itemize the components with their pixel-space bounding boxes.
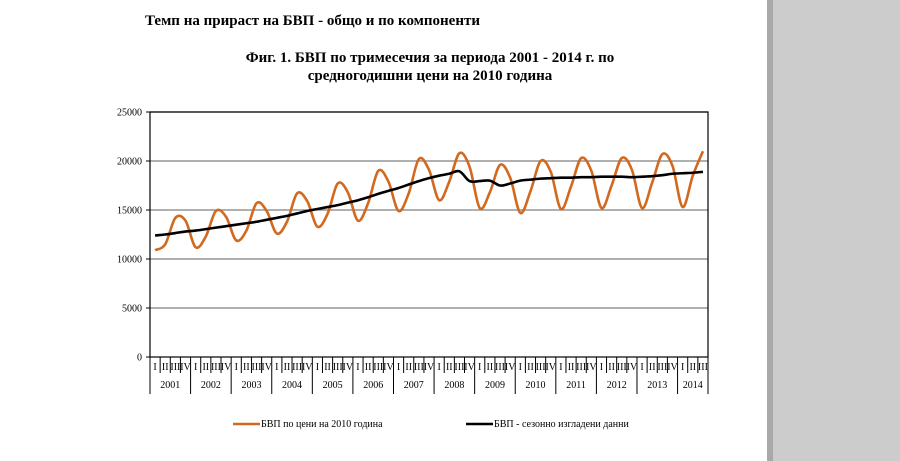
y-tick-label: 20000 <box>117 157 142 168</box>
figure-title-line2: средногодишни цени на 2010 година <box>307 68 553 84</box>
y-tick-label: 0 <box>137 353 142 364</box>
quarter-label: IV <box>545 362 556 373</box>
quarter-label: IV <box>180 362 191 373</box>
year-label: 2002 <box>201 380 221 391</box>
year-label: 2011 <box>566 380 586 391</box>
quarter-label: II <box>324 362 331 373</box>
quarter-label: IV <box>464 362 475 373</box>
quarter-label: I <box>640 362 643 373</box>
gdp-series-line <box>154 150 705 252</box>
figure-title: Фиг. 1. БВП по тримесечия за периода 200… <box>150 49 710 85</box>
quarter-label: III <box>454 362 464 373</box>
year-label: 2006 <box>363 380 383 391</box>
quarter-label: II <box>689 362 696 373</box>
year-label: 2007 <box>404 380 424 391</box>
chart-gridlines <box>149 111 709 358</box>
quarter-label: I <box>397 362 400 373</box>
quarter-label: I <box>316 362 319 373</box>
quarter-label: II <box>405 362 412 373</box>
year-label: 2005 <box>323 380 343 391</box>
quarter-label: II <box>487 362 494 373</box>
quarter-label: II <box>202 362 209 373</box>
legend-label: БВП - сезонно изгладени данни <box>494 419 629 430</box>
quarter-label: III <box>414 362 424 373</box>
quarter-label: II <box>243 362 250 373</box>
quarter-label: III <box>576 362 586 373</box>
quarter-label: III <box>373 362 383 373</box>
quarter-label: II <box>284 362 291 373</box>
quarter-label: I <box>235 362 238 373</box>
quarter-label: III <box>333 362 343 373</box>
quarter-label: I <box>153 362 156 373</box>
y-tick-label: 5000 <box>122 304 142 315</box>
quarter-label: III <box>170 362 180 373</box>
y-tick-label: 15000 <box>117 206 142 217</box>
quarter-label: III <box>657 362 667 373</box>
year-label: 2004 <box>282 380 302 391</box>
quarter-label: I <box>194 362 197 373</box>
quarter-label: III <box>536 362 546 373</box>
quarter-label: II <box>162 362 169 373</box>
section-title: Темп на прираст на БВП - общо и по компо… <box>145 13 480 29</box>
quarter-label: I <box>559 362 562 373</box>
quarter-label: II <box>568 362 575 373</box>
quarter-label: I <box>681 362 684 373</box>
year-label: 2012 <box>607 380 627 391</box>
quarter-label: III <box>495 362 505 373</box>
quarter-label: I <box>519 362 522 373</box>
y-tick-label: 10000 <box>117 255 142 266</box>
legend-label: БВП по цени на 2010 година <box>261 419 383 430</box>
viewer-background <box>773 0 900 461</box>
year-label: 2009 <box>485 380 505 391</box>
quarter-label: II <box>608 362 615 373</box>
chart-series <box>154 150 705 252</box>
quarter-label: I <box>275 362 278 373</box>
quarter-label: IV <box>343 362 354 373</box>
quarter-label: III <box>617 362 627 373</box>
quarter-label: IV <box>667 362 678 373</box>
quarter-label: IV <box>221 362 232 373</box>
quarter-label: II <box>446 362 453 373</box>
page-border <box>767 0 773 461</box>
quarter-label: I <box>437 362 440 373</box>
year-label: 2013 <box>647 380 667 391</box>
year-label: 2001 <box>160 380 180 391</box>
quarter-label: II <box>649 362 656 373</box>
year-label: 2003 <box>241 380 261 391</box>
quarter-label: III <box>292 362 302 373</box>
chart-legend: БВП по цени на 2010 година БВП - сезонно … <box>233 419 629 430</box>
figure-title-line1: Фиг. 1. БВП по тримесечия за периода 200… <box>245 50 615 66</box>
quarter-label: I <box>356 362 359 373</box>
quarter-label: IV <box>424 362 435 373</box>
quarter-label: III <box>252 362 262 373</box>
quarter-label: IV <box>505 362 516 373</box>
quarter-label: IV <box>586 362 597 373</box>
year-label: 2010 <box>526 380 546 391</box>
quarter-label: III <box>211 362 221 373</box>
y-axis: 0 5000 10000 15000 20000 25000 <box>117 108 150 364</box>
quarter-label: IV <box>302 362 313 373</box>
seasonally-adjusted-series-line <box>154 169 704 237</box>
quarter-label: II <box>365 362 372 373</box>
year-label: 2008 <box>444 380 464 391</box>
document-page: Темп на прираст на БВП - общо и по компо… <box>117 13 710 430</box>
quarter-label: III <box>698 362 708 373</box>
quarter-label: IV <box>383 362 394 373</box>
quarter-label: IV <box>627 362 638 373</box>
y-tick-label: 25000 <box>117 108 142 119</box>
quarter-label: IV <box>261 362 272 373</box>
plot-area <box>149 111 709 358</box>
quarter-label: I <box>478 362 481 373</box>
year-label: 2014 <box>683 380 703 391</box>
quarter-label: II <box>527 362 534 373</box>
quarter-label: I <box>600 362 603 373</box>
